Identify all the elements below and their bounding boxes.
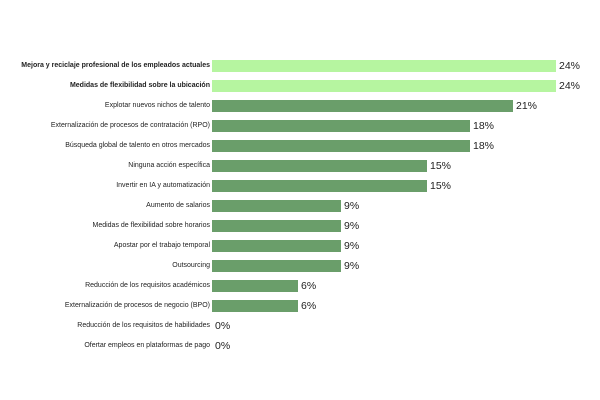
category-label: Ofertar empleos en plataformas de pago: [84, 342, 210, 349]
value-label: 9%: [344, 200, 360, 212]
value-label: 24%: [559, 80, 581, 92]
category-label: Outsourcing: [172, 262, 210, 269]
bar: [212, 100, 513, 112]
category-label: Invertir en IA y automatización: [116, 182, 210, 189]
value-label: 15%: [430, 160, 452, 172]
category-label: Reducción de los requisitos académicos: [85, 282, 210, 289]
value-label: 0%: [215, 320, 231, 332]
category-label: Búsqueda global de talento en otros merc…: [65, 142, 210, 149]
value-label: 6%: [301, 280, 317, 292]
bar: [212, 280, 298, 292]
category-label: Aumento de salarios: [146, 202, 210, 209]
category-label: Medidas de flexibilidad sobre horarios: [92, 222, 210, 229]
bar: [212, 260, 341, 272]
category-label: Reducción de los requisitos de habilidad…: [77, 322, 210, 329]
value-label: 6%: [301, 300, 317, 312]
category-label: Apostar por el trabajo temporal: [113, 242, 210, 249]
value-label: 21%: [516, 100, 538, 112]
category-label: Medidas de flexibilidad sobre la ubicaci…: [69, 82, 210, 89]
bar: [212, 160, 427, 172]
bar: [212, 120, 470, 132]
category-label: Explotar nuevos nichos de talento: [104, 102, 210, 109]
bar: [212, 220, 341, 232]
bar: [212, 140, 470, 152]
value-label: 0%: [215, 340, 231, 352]
bar: [212, 240, 341, 252]
value-label: 15%: [430, 180, 452, 192]
value-label: 18%: [473, 140, 495, 152]
bar: [212, 200, 341, 212]
value-label: 9%: [344, 220, 360, 232]
value-label: 18%: [473, 120, 495, 132]
category-label: Ninguna acción específica: [128, 162, 210, 169]
bar: [212, 60, 556, 72]
value-label: 24%: [559, 60, 581, 72]
value-label: 9%: [344, 240, 360, 252]
category-label: Externalización de procesos de negocio (…: [64, 302, 210, 309]
bar: [212, 300, 298, 312]
bar: [212, 180, 427, 192]
bar: [212, 80, 556, 92]
category-label: Externalización de procesos de contratac…: [50, 122, 210, 129]
category-label: Mejora y reciclaje profesional de los em…: [21, 62, 210, 69]
value-label: 9%: [344, 260, 360, 272]
